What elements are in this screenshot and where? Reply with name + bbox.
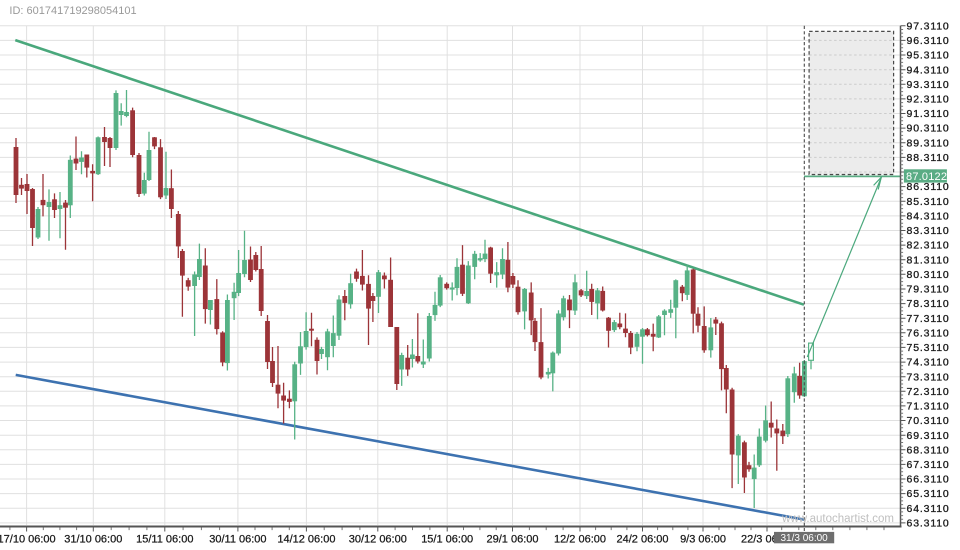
svg-text:15/11 06:00: 15/11 06:00 [136,533,193,545]
svg-text:78.3110: 78.3110 [907,298,950,310]
svg-text:72.3110: 72.3110 [907,386,950,398]
svg-text:31/3 06:00: 31/3 06:00 [780,533,828,544]
svg-text:24/2 06:00: 24/2 06:00 [617,533,669,545]
svg-text:74.3110: 74.3110 [907,357,950,369]
svg-text:87.0122: 87.0122 [906,171,947,183]
svg-text:30/11 06:00: 30/11 06:00 [209,533,266,545]
svg-text:ID: 601741719298054101: ID: 601741719298054101 [9,5,136,17]
svg-text:31/10 06:00: 31/10 06:00 [64,533,122,545]
svg-text:79.3110: 79.3110 [907,284,950,296]
svg-text:73.3110: 73.3110 [907,371,950,383]
svg-text:9/3 06:00: 9/3 06:00 [680,533,726,545]
svg-text:64.3110: 64.3110 [907,503,950,515]
svg-text:17/10 06:00: 17/10 06:00 [0,533,56,545]
svg-text:29/1 06:00: 29/1 06:00 [487,533,539,545]
svg-text:85.3110: 85.3110 [907,196,950,208]
svg-text:95.3110: 95.3110 [907,50,950,62]
svg-text:88.3110: 88.3110 [907,152,950,164]
svg-text:77.3110: 77.3110 [907,313,950,325]
svg-text:67.3110: 67.3110 [907,459,950,471]
svg-text:96.3110: 96.3110 [907,35,950,47]
svg-text:63.3110: 63.3110 [907,518,950,530]
svg-text:89.3110: 89.3110 [907,137,950,149]
svg-text:71.3110: 71.3110 [907,401,950,413]
svg-text:97.3110: 97.3110 [907,20,950,32]
svg-text:81.3110: 81.3110 [907,254,950,266]
svg-text:30/12 06:00: 30/12 06:00 [349,533,407,545]
svg-text:92.3110: 92.3110 [907,94,950,106]
svg-text:94.3110: 94.3110 [907,64,950,76]
svg-text:68.3110: 68.3110 [907,444,950,456]
svg-text:93.3110: 93.3110 [907,79,950,91]
svg-text:90.3110: 90.3110 [907,123,950,135]
svg-text:75.3110: 75.3110 [907,342,950,354]
svg-text:12/2 06:00: 12/2 06:00 [554,533,606,545]
svg-text:69.3110: 69.3110 [907,430,950,442]
svg-text:91.3110: 91.3110 [907,108,950,120]
svg-text:70.3110: 70.3110 [907,415,950,427]
svg-text:84.3110: 84.3110 [907,211,950,223]
svg-text:82.3110: 82.3110 [907,240,950,252]
svg-text:www.autochartist.com: www.autochartist.com [781,513,894,525]
svg-text:65.3110: 65.3110 [907,488,950,500]
svg-text:80.3110: 80.3110 [907,269,950,281]
svg-text:66.3110: 66.3110 [907,474,950,486]
svg-text:86.3110: 86.3110 [907,181,950,193]
svg-text:14/12 06:00: 14/12 06:00 [277,533,335,545]
svg-text:83.3110: 83.3110 [907,225,950,237]
svg-text:76.3110: 76.3110 [907,327,950,339]
svg-text:15/1 06:00: 15/1 06:00 [421,533,473,545]
